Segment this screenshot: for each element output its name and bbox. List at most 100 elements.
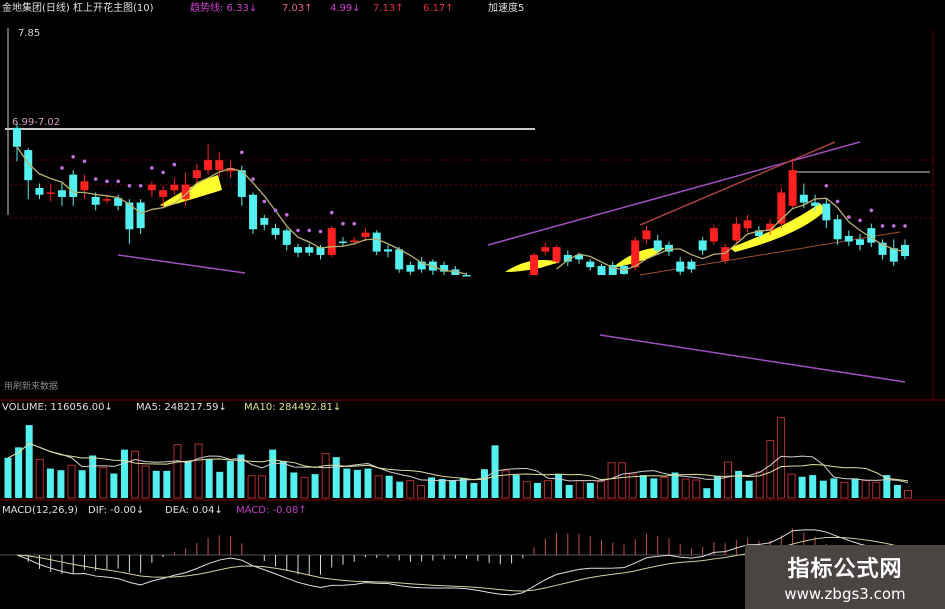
volume-bar-down	[343, 468, 351, 498]
volume-bar-down	[396, 481, 404, 498]
volume-bar-down	[152, 470, 160, 498]
volume-ma5: MA5: 248217.59↓	[136, 402, 227, 413]
volume-bar-down	[512, 475, 520, 498]
volume-bar-up	[628, 473, 637, 499]
volume-bar-up	[67, 464, 76, 499]
candle-body	[69, 174, 78, 197]
candle-body	[563, 254, 572, 262]
macd-name: MACD(12,26,9)	[2, 505, 78, 516]
candle-body	[13, 127, 21, 147]
candle-body	[159, 190, 168, 197]
candle-body	[417, 261, 426, 270]
volume-bar-up	[501, 470, 510, 499]
level-price-label: 6.99-7.02	[12, 117, 61, 128]
candle-body	[35, 188, 44, 195]
candle-body	[80, 181, 89, 191]
sar-dot	[116, 179, 120, 184]
sar-dot	[329, 210, 334, 215]
volume-bar-down	[713, 475, 721, 498]
volume-bar-down	[480, 469, 488, 498]
ma-line	[556, 197, 906, 271]
macd-value: MACD: -0.08↑	[236, 505, 307, 516]
volume-bar-down	[428, 477, 436, 498]
candle-body	[406, 264, 415, 272]
volume-bar-down	[459, 478, 467, 498]
volume-ma10: MA10: 284492.81↓	[244, 402, 342, 413]
volume-bar-down	[120, 449, 128, 498]
volume-bar-up	[300, 476, 309, 499]
sar-dot	[138, 183, 143, 188]
volume-bar-down	[184, 461, 192, 498]
sar-dot	[858, 218, 862, 223]
indicator-lines	[16, 146, 907, 275]
sar-dot	[82, 159, 87, 164]
candle-body	[226, 167, 235, 172]
volume-bar-down	[385, 475, 393, 498]
candle-body	[204, 160, 213, 171]
candle-body	[395, 249, 404, 270]
trend-line	[117, 254, 246, 274]
candle-body	[709, 228, 718, 242]
indicator-value-5: 6.17↑	[423, 3, 454, 14]
volume-value: VOLUME: 116056.00↓	[2, 402, 113, 413]
trend-band	[730, 203, 826, 252]
candle-body	[608, 264, 617, 275]
volume-bar-down	[830, 478, 838, 498]
volume-bar-up	[131, 450, 140, 499]
candles	[13, 122, 909, 277]
candle-body	[833, 219, 842, 240]
volume-bar-down	[650, 478, 658, 498]
volume-bar-up	[416, 485, 425, 499]
indicator-value-3: 4.99↓	[330, 3, 361, 14]
volume-bar-down	[364, 468, 372, 498]
candle-body	[653, 240, 662, 251]
sar-dot	[284, 212, 289, 217]
sar-dot	[318, 229, 323, 234]
sar-dot	[161, 170, 165, 175]
candle-body	[57, 190, 66, 197]
volume-bar-down	[57, 470, 65, 498]
volume-bar-down	[4, 457, 12, 498]
volume-bar-down	[205, 459, 213, 498]
volume-bar-down	[735, 470, 743, 498]
sar-dot	[341, 221, 345, 226]
volume-bar-up	[321, 453, 330, 499]
sar-dot	[150, 166, 154, 170]
candle-body	[867, 228, 876, 243]
candle-body	[822, 203, 831, 221]
candle-body	[844, 235, 853, 242]
candle-body	[46, 192, 55, 194]
volume-bar-up	[258, 475, 267, 499]
dif-line	[16, 529, 906, 596]
sar-dot	[251, 177, 255, 181]
candle-body	[754, 230, 763, 236]
volume-bar-down	[311, 474, 319, 498]
volume-bar-up	[596, 481, 605, 499]
candle-body	[799, 194, 808, 203]
candle-body	[305, 247, 314, 253]
candle-body	[788, 170, 797, 206]
volume-bar-down	[226, 461, 234, 498]
candle-body	[361, 232, 370, 238]
candle-body	[249, 194, 258, 230]
candle-body	[597, 266, 606, 275]
candle-body	[170, 184, 179, 191]
volume-bar-down	[163, 470, 171, 498]
candle-body	[114, 198, 123, 206]
candle-body	[372, 232, 381, 252]
sar-dot	[240, 150, 244, 155]
candle-body	[901, 244, 909, 257]
candle-body	[732, 223, 741, 241]
volume-bar-down	[449, 480, 457, 498]
candle-body	[743, 220, 752, 229]
sar-dot	[60, 166, 64, 170]
volume-bar-up	[872, 481, 881, 499]
candle-body	[676, 261, 685, 272]
trend-line	[599, 334, 906, 383]
volume-bar-up	[861, 480, 870, 499]
sar-dot	[273, 208, 278, 213]
volume-bar-up	[724, 461, 732, 499]
chart-grid	[0, 28, 945, 501]
footer-note: 用刷新来数据	[4, 382, 59, 392]
